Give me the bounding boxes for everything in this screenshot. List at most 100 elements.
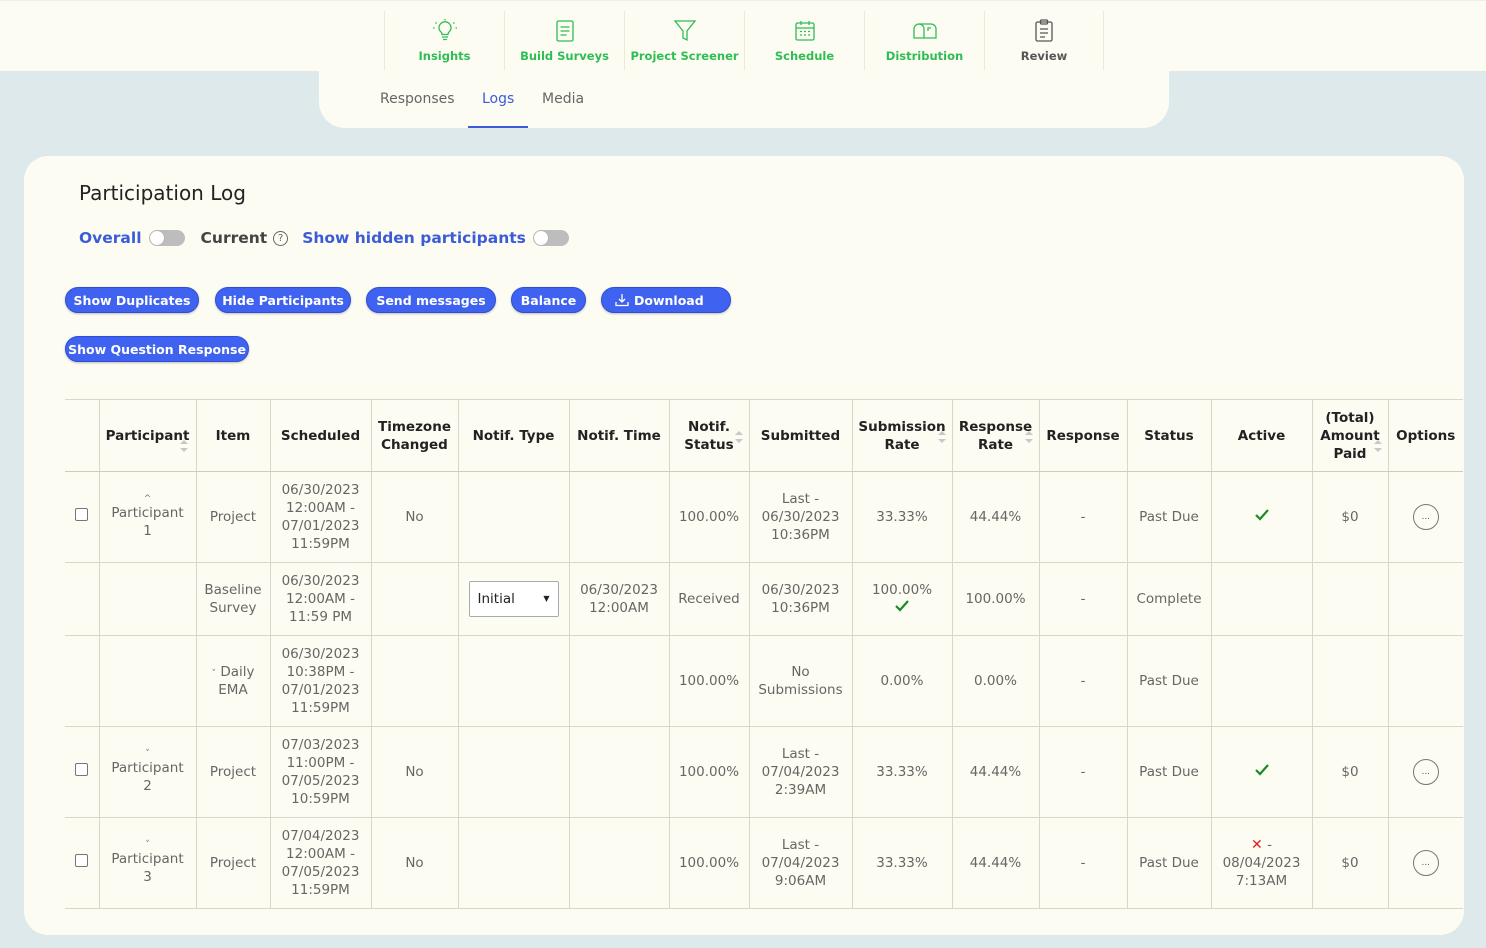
submitted-line: 07/04/2023	[761, 764, 840, 780]
tab-logs[interactable]: Logs	[482, 91, 515, 107]
participant-cell[interactable]: ^ Participant 1	[99, 471, 197, 563]
sort-icon[interactable]	[1373, 440, 1382, 452]
download-label: Download	[634, 292, 704, 308]
nav-build-surveys-label: Build Surveys	[520, 49, 609, 63]
submitted-line: 2:39AM	[774, 782, 827, 798]
submission-rate-header-line1: Submission	[858, 418, 946, 435]
item-cell[interactable]: ˅ Daily EMA	[196, 635, 271, 727]
download-button[interactable]: Download	[601, 287, 731, 313]
notif-status-cell: Received	[669, 562, 750, 636]
participant-name-line1: Participant	[111, 760, 184, 776]
item-line2: Survey	[209, 600, 257, 616]
sort-icon[interactable]	[1024, 431, 1033, 443]
sort-icon[interactable]	[734, 431, 743, 443]
tab-responses[interactable]: Responses	[380, 91, 455, 107]
scheduled-cell: 06/30/2023 12:00AM - 07/01/2023 11:59PM	[270, 471, 372, 563]
sort-icon[interactable]	[179, 440, 188, 452]
response-rate-column-header[interactable]: Response Rate	[952, 399, 1040, 472]
submission-rate-header-line2: Rate	[884, 436, 920, 453]
item-cell: Baseline Survey	[196, 562, 271, 636]
response-column-header: Response	[1039, 399, 1128, 472]
row-checkbox[interactable]	[75, 508, 89, 521]
amount-paid-cell: $0	[1312, 471, 1389, 563]
response-rate-cell: 44.44%	[952, 726, 1040, 818]
scheduled-line: 11:00PM -	[286, 755, 355, 771]
submitted-cell: No Submissions	[749, 635, 853, 727]
show-hidden-toggle[interactable]	[532, 230, 569, 246]
response-rate-cell: 100.00%	[952, 562, 1040, 636]
response-cell: -	[1039, 635, 1128, 727]
select-cell	[65, 562, 100, 636]
toggle-knob	[533, 231, 548, 245]
active-date: 08/04/2023	[1222, 855, 1301, 871]
submitted-line: 9:06AM	[774, 873, 827, 889]
participant-cell[interactable]: ˅ Participant 2	[99, 726, 197, 818]
active-cell: ✕ - 08/04/2023 7:13AM	[1211, 817, 1313, 909]
options-ellipsis-button[interactable]: ...	[1412, 850, 1439, 876]
submitted-cell: Last - 07/04/2023 2:39AM	[749, 726, 853, 818]
nav-build-surveys[interactable]: Build Surveys	[504, 11, 624, 72]
notif-status-column-header[interactable]: Notif. Status	[669, 399, 750, 472]
sort-icon[interactable]	[937, 431, 946, 443]
options-ellipsis-button[interactable]: ...	[1412, 504, 1439, 530]
row-checkbox[interactable]	[75, 854, 89, 867]
nav-review[interactable]: Review	[984, 11, 1104, 72]
status-cell: Past Due	[1127, 817, 1212, 909]
nav-schedule[interactable]: Schedule	[744, 11, 864, 72]
notif-type-select[interactable]: Initial ▼	[468, 581, 559, 617]
timezone-cell: No	[371, 817, 459, 909]
participant-column-header[interactable]: Participant	[99, 399, 197, 472]
expand-chevron-icon[interactable]: ˅	[145, 840, 150, 850]
participant-name-line1: Participant	[111, 505, 184, 521]
active-dash: -	[1262, 837, 1272, 853]
item-header-label: Item	[215, 427, 251, 444]
scheduled-line: 07/04/2023	[281, 828, 360, 844]
submitted-line: Submissions	[758, 682, 843, 698]
table-row: Baseline Survey 06/30/2023 12:00AM - 11:…	[65, 562, 1463, 636]
balance-button[interactable]: Balance	[511, 287, 586, 313]
show-hidden-label: Show hidden participants	[302, 229, 526, 247]
submitted-cell: 06/30/2023 10:36PM	[749, 562, 853, 636]
scheduled-line: 12:00AM -	[286, 591, 355, 607]
overall-toggle[interactable]	[148, 230, 185, 246]
scheduled-line: 10:38PM -	[286, 664, 355, 680]
options-cell: ...	[1388, 471, 1463, 563]
submitted-line: 06/30/2023	[761, 509, 840, 525]
expand-chevron-icon[interactable]: ˅	[145, 749, 150, 759]
tab-media[interactable]: Media	[542, 91, 585, 107]
amount-paid-cell: $0	[1312, 817, 1389, 909]
scheduled-line: 07/01/2023	[281, 518, 360, 534]
collapse-chevron-icon[interactable]: ^	[143, 494, 152, 504]
nav-distribution[interactable]: Distribution	[864, 11, 984, 72]
help-icon[interactable]: ?	[273, 230, 289, 246]
amount-header-line3: Paid	[1333, 445, 1367, 462]
nav-project-screener[interactable]: Project Screener	[624, 11, 744, 72]
nav-insights[interactable]: Insights	[384, 11, 504, 72]
timezone-cell: No	[371, 471, 459, 563]
row-checkbox[interactable]	[75, 763, 89, 776]
expand-chevron-icon[interactable]: ˅	[211, 669, 217, 679]
participant-cell[interactable]: ˅ Participant 3	[99, 817, 197, 909]
participant-cell	[99, 562, 197, 636]
send-messages-button[interactable]: Send messages	[366, 287, 496, 313]
submission-rate-column-header[interactable]: Submission Rate	[852, 399, 953, 472]
scheduled-line: 06/30/2023	[281, 646, 360, 662]
scheduled-line: 11:59PM	[291, 536, 350, 552]
submission-rate-value: 100.00%	[871, 581, 933, 598]
amount-paid-column-header[interactable]: (Total) Amount Paid	[1312, 399, 1389, 472]
item-cell: Project	[196, 726, 271, 818]
options-ellipsis-button[interactable]: ...	[1412, 759, 1439, 785]
amount-header-line2: Amount	[1320, 427, 1380, 444]
clipboard-icon	[1035, 19, 1053, 42]
active-cell	[1211, 726, 1313, 818]
show-question-response-button[interactable]: Show Question Response	[65, 336, 249, 362]
response-cell: -	[1039, 817, 1128, 909]
scheduled-cell: 07/04/2023 12:00AM - 07/05/2023 11:59PM	[270, 817, 372, 909]
hide-participants-button[interactable]: Hide Participants	[215, 287, 351, 313]
show-duplicates-button[interactable]: Show Duplicates	[65, 287, 199, 313]
table-row: ˅ Participant 2 Project 07/03/2023 11:00…	[65, 726, 1463, 818]
notif-type-cell	[458, 635, 570, 727]
table-row: ^ Participant 1 Project 06/30/2023 12:00…	[65, 471, 1463, 563]
submitted-cell: Last - 07/04/2023 9:06AM	[749, 817, 853, 909]
item-line1: Daily	[220, 664, 255, 680]
